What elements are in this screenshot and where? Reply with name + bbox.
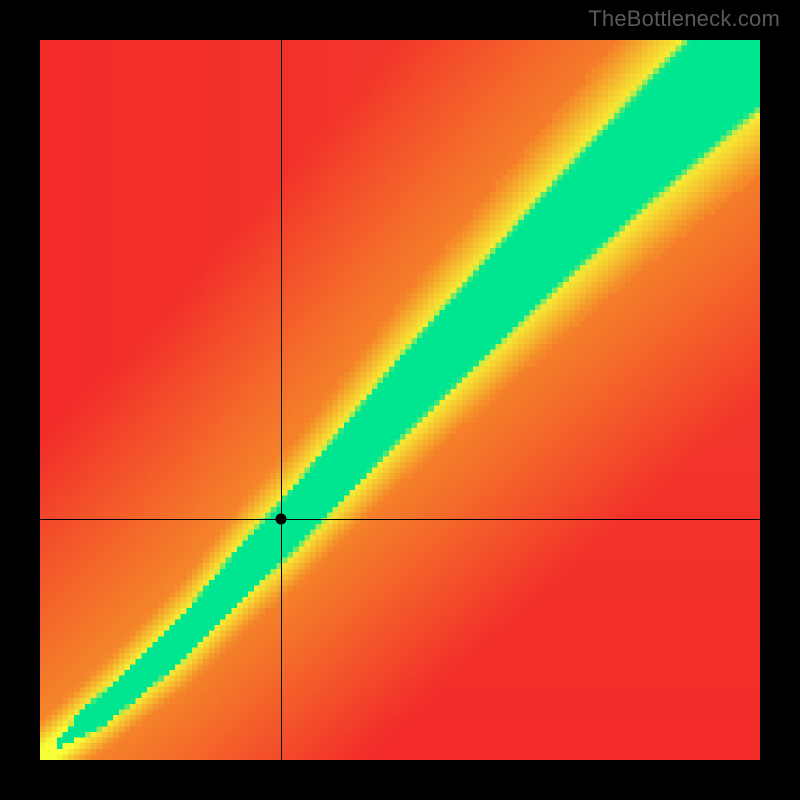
heatmap-plot — [40, 40, 760, 760]
crosshair-marker — [276, 513, 287, 524]
heatmap-canvas — [40, 40, 760, 760]
watermark-text: TheBottleneck.com — [588, 6, 780, 32]
crosshair-vertical — [281, 40, 282, 760]
crosshair-horizontal — [40, 519, 760, 520]
